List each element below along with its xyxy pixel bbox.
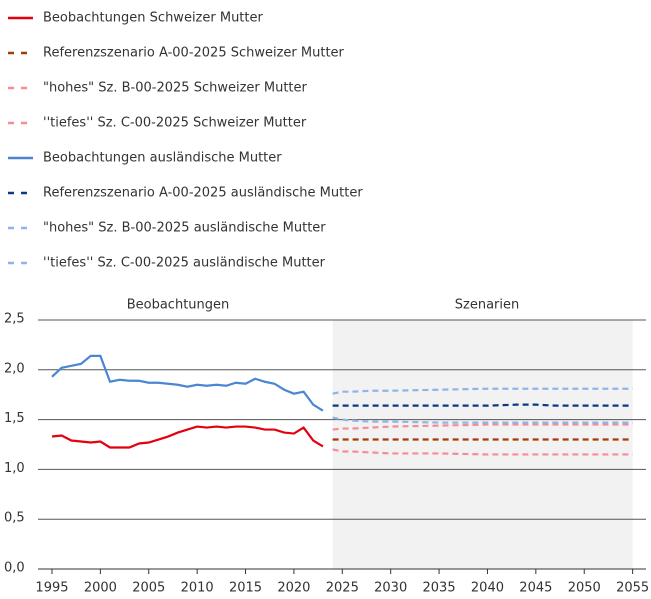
y-tick-label: 2,0 [4,361,25,376]
x-tick-label: 2025 [326,581,359,596]
series-line [332,403,633,407]
series-line [332,387,633,395]
series-line [332,448,633,456]
y-tick-label: 1,0 [4,461,25,476]
shaded-region [332,320,633,569]
x-tick-label: 2015 [229,581,262,596]
y-tick-label: 1,5 [4,411,25,426]
legend-label: Referenzszenario A-00-2025 Schweizer Mut… [43,46,345,61]
legend-label: ''tiefes'' Sz. C-00-2025 Schweizer Mutte… [43,116,307,131]
x-tick-label: 2005 [132,581,165,596]
x-tick-label: 2055 [616,581,649,596]
x-tick-label: 2000 [84,581,117,596]
series-line [51,425,324,449]
x-tick-label: 2010 [181,581,214,596]
legend-label: Beobachtungen Schweizer Mutter [43,11,264,26]
x-tick-label: 2045 [519,581,552,596]
x-tick-label: 2050 [568,581,601,596]
annotation: Beobachtungen [127,298,230,313]
y-tick-label: 0,5 [4,511,25,526]
x-tick-label: 2020 [277,581,310,596]
series-line [332,416,633,424]
legend-label: ''tiefes'' Sz. C-00-2025 ausländische Mu… [43,256,326,271]
y-tick-label: 2,5 [4,312,25,327]
y-tick-label: 0,0 [4,561,25,576]
legend-label: "hohes" Sz. B-00-2025 ausländische Mutte… [43,221,326,236]
x-tick-label: 2035 [423,581,456,596]
x-tick-label: 1995 [35,581,68,596]
legend-label: Beobachtungen ausländische Mutter [43,151,282,166]
x-tick-label: 2040 [471,581,504,596]
legend-label: "hohes" Sz. B-00-2025 Schweizer Mutter [43,81,308,96]
annotation: Szenarien [455,298,519,313]
x-tick-label: 2030 [374,581,407,596]
series-line [332,423,633,431]
legend-label: Referenzszenario A-00-2025 ausländische … [43,186,363,201]
series-line [51,354,324,412]
